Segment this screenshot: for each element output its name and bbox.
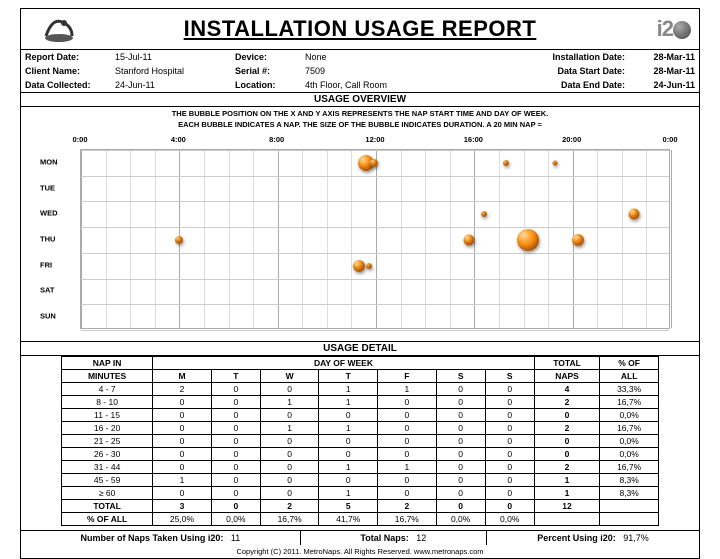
i20-sphere-icon bbox=[673, 21, 691, 39]
lbl-naps-i20: Number of Naps Taken Using i20: 11 bbox=[21, 531, 301, 545]
lbl-client: Client Name: bbox=[21, 64, 111, 78]
report-title: INSTALLATION USAGE REPORT bbox=[89, 16, 631, 42]
header: INSTALLATION USAGE REPORT i2 bbox=[21, 9, 699, 49]
val-report-date: 15-Jul-11 bbox=[111, 50, 231, 64]
nap-bubble bbox=[553, 160, 558, 165]
val-total-naps: 12 bbox=[416, 533, 426, 543]
y-label: FRI bbox=[40, 260, 52, 269]
footer-stats: Number of Naps Taken Using i20: 11 Total… bbox=[21, 530, 699, 545]
x-label: 4:00 bbox=[171, 135, 186, 144]
lbl-end-date: Data End Date: bbox=[451, 78, 629, 92]
bubble-chart: 0:00 4:00 8:00 12:00 16:00 20:00 0:00 MON TUE WED… bbox=[40, 135, 680, 335]
val-start-date: 28-Mar-11 bbox=[629, 64, 699, 78]
x-label: 16:00 bbox=[464, 135, 483, 144]
i20-text: i2 bbox=[657, 16, 673, 41]
val-install-date: 28-Mar-11 bbox=[629, 50, 699, 64]
copyright: Copyright (C) 2011. MetroNaps. All Right… bbox=[21, 545, 699, 558]
lbl-device: Device: bbox=[231, 50, 301, 64]
i20-logo: i2 bbox=[631, 16, 691, 42]
detail-bar: USAGE DETAIL bbox=[21, 341, 699, 356]
y-label: THU bbox=[40, 235, 55, 244]
metronaps-logo bbox=[29, 14, 89, 44]
overview-bar: USAGE OVERVIEW bbox=[21, 93, 699, 107]
nap-bubble bbox=[464, 235, 475, 246]
y-label: TUE bbox=[40, 183, 55, 192]
x-label: 0:00 bbox=[662, 135, 677, 144]
meta-block: Report Date: 15-Jul-11 Device: None Inst… bbox=[21, 49, 699, 93]
y-label: WED bbox=[40, 209, 58, 218]
nap-bubble bbox=[629, 209, 640, 220]
overview-note2: EACH BUBBLE INDICATES A NAP. THE SIZE OF… bbox=[21, 120, 699, 131]
y-label: SUN bbox=[40, 312, 56, 321]
detail-table: NAP INDAY OF WEEKTOTAL% OFMINUTESMTWTFSS… bbox=[61, 356, 659, 526]
nap-bubble bbox=[175, 236, 183, 244]
lbl-collected: Data Collected: bbox=[21, 78, 111, 92]
nap-bubble bbox=[517, 229, 539, 251]
y-label: SAT bbox=[40, 286, 54, 295]
val-collected: 24-Jun-11 bbox=[111, 78, 231, 92]
report-sheet: INSTALLATION USAGE REPORT i2 Report Date… bbox=[20, 8, 700, 559]
lbl-start-date: Data Start Date: bbox=[451, 64, 629, 78]
val-naps-i20: 11 bbox=[231, 533, 240, 543]
val-end-date: 24-Jun-11 bbox=[629, 78, 699, 92]
x-label: 8:00 bbox=[269, 135, 284, 144]
val-client: Stanford Hospital bbox=[111, 64, 231, 78]
val-location: 4th Floor, Call Room bbox=[301, 78, 451, 92]
nap-bubble bbox=[353, 260, 365, 272]
nap-bubble bbox=[481, 211, 487, 217]
x-label: 20:00 bbox=[562, 135, 581, 144]
lbl-total-naps: Total Naps: 12 bbox=[301, 531, 487, 545]
plot-area bbox=[80, 149, 670, 329]
overview-note1: THE BUBBLE POSITION ON THE X AND Y AXIS … bbox=[21, 107, 699, 120]
val-device: None bbox=[301, 50, 451, 64]
y-label: MON bbox=[40, 157, 58, 166]
detail-region: NAP INDAY OF WEEKTOTAL% OFMINUTESMTWTFSS… bbox=[21, 356, 699, 530]
nap-bubble bbox=[572, 234, 584, 246]
nap-bubble bbox=[503, 160, 509, 166]
lbl-report-date: Report Date: bbox=[21, 50, 111, 64]
nap-bubble bbox=[366, 263, 372, 269]
x-label: 0:00 bbox=[72, 135, 87, 144]
x-label: 12:00 bbox=[365, 135, 384, 144]
chart-region: 0:00 4:00 8:00 12:00 16:00 20:00 0:00 MON TUE WED… bbox=[21, 131, 699, 341]
nap-bubble bbox=[370, 159, 378, 167]
val-serial: 7509 bbox=[301, 64, 451, 78]
lbl-location: Location: bbox=[231, 78, 301, 92]
lbl-serial: Serial #: bbox=[231, 64, 301, 78]
val-pct-i20: 91,7% bbox=[623, 533, 649, 543]
lbl-install-date: Installation Date: bbox=[451, 50, 629, 64]
lbl-pct-i20: Percent Using i20: 91,7% bbox=[487, 531, 699, 545]
